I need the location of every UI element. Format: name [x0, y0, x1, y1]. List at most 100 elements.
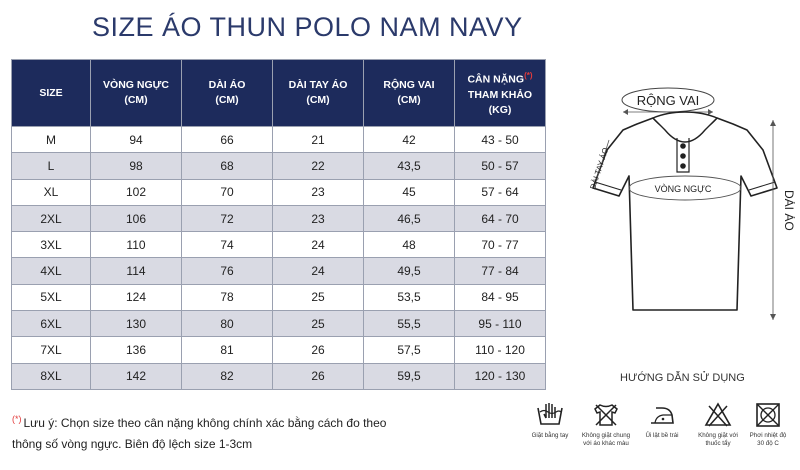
cell-chest: 110	[90, 231, 182, 259]
care-dry: Phơi nhiệt độ 30 độ C	[740, 402, 796, 447]
header-length: DÀI ÁO (CM)	[181, 59, 273, 127]
cell-size: 4XL	[11, 257, 91, 285]
cell-chest: 124	[90, 283, 182, 312]
cell-shoulder: 49,5	[363, 257, 455, 285]
cell-sleeve: 22	[272, 152, 364, 180]
care-iron: Ủi lật bề trái	[634, 402, 690, 440]
cell-size: 7XL	[11, 336, 91, 364]
cell-weight: 70 - 77	[454, 231, 546, 259]
cell-length: 78	[181, 283, 273, 312]
note-line-1: Lưu ý: Chọn size theo cân nặng không chí…	[23, 416, 387, 430]
cell-size: 3XL	[11, 231, 91, 259]
note-mark: (*)	[12, 414, 22, 424]
table-row: 6XL 130 80 25 55,5 95 - 110	[11, 310, 546, 338]
cell-shoulder: 57,5	[363, 336, 455, 364]
header-size: SIZE	[11, 59, 91, 127]
cell-shoulder: 55,5	[363, 310, 455, 338]
cell-size: L	[11, 152, 91, 180]
cell-length: 68	[181, 152, 273, 180]
header-sleeve: DÀI TAY ÁO (CM)	[272, 59, 364, 127]
cell-sleeve: 21	[272, 125, 364, 154]
chest-label: VÒNG NGỰC	[655, 184, 712, 194]
usage-guide-heading: HƯỚNG DẪN SỬ DỤNG	[620, 372, 745, 384]
cell-chest: 136	[90, 336, 182, 364]
cell-length: 74	[181, 231, 273, 259]
no-wash-with-colors-icon	[594, 404, 618, 426]
cell-shoulder: 48	[363, 231, 455, 259]
care-hand-wash: Giặt bằng tay	[522, 402, 578, 440]
no-tumble-dry-icon	[756, 403, 780, 427]
cell-chest: 114	[90, 257, 182, 285]
table-row: M 94 66 21 42 43 - 50	[11, 125, 546, 154]
cell-sleeve: 24	[272, 231, 364, 259]
cell-chest: 94	[90, 125, 182, 154]
cell-weight: 57 - 64	[454, 178, 546, 206]
cell-sleeve: 26	[272, 336, 364, 364]
cell-weight: 95 - 110	[454, 310, 546, 338]
cell-length: 66	[181, 125, 273, 154]
cell-weight: 84 - 95	[454, 283, 546, 312]
cell-weight: 64 - 70	[454, 204, 546, 233]
cell-sleeve: 25	[272, 283, 364, 312]
cell-chest: 98	[90, 152, 182, 180]
page-title: SIZE ÁO THUN POLO NAM NAVY	[92, 12, 523, 42]
table-row: L 98 68 22 43,5 50 - 57	[11, 152, 546, 180]
iron-low-icon	[651, 407, 674, 424]
header-shoulder: RỘNG VAI (CM)	[363, 59, 455, 127]
table-row: 4XL 114 76 24 49,5 77 - 84	[11, 257, 546, 285]
cell-weight: 50 - 57	[454, 152, 546, 180]
chest-measure-oval	[628, 175, 742, 201]
table-body: M 94 66 21 42 43 - 50 L 98 68 22 43,5 50 - 57 XL 102 7…	[11, 125, 546, 390]
cell-weight: 43 - 50	[454, 125, 546, 154]
cell-chest: 130	[90, 310, 182, 338]
button-3	[680, 163, 686, 169]
cell-chest: 102	[90, 178, 182, 206]
table-row: XL 102 70 23 45 57 - 64	[11, 178, 546, 206]
cell-shoulder: 45	[363, 178, 455, 206]
cell-sleeve: 24	[272, 257, 364, 285]
table-header-row: SIZE VÒNG NGỰC (CM) DÀI ÁO (CM) DÀI TAY ÁO…	[11, 59, 546, 127]
cell-size: 6XL	[11, 310, 91, 338]
cell-size: 5XL	[11, 283, 91, 312]
cell-chest: 142	[90, 362, 182, 390]
hand-wash-icon	[537, 403, 563, 425]
care-no-bleach: Không giặt với thuốc tẩy	[690, 402, 746, 447]
cell-shoulder: 42	[363, 125, 455, 154]
size-table: SIZE VÒNG NGỰC (CM) DÀI ÁO (CM) DÀI TAY ÁO…	[11, 59, 546, 390]
cell-sleeve: 23	[272, 178, 364, 206]
table-row: 5XL 124 78 25 53,5 84 - 95	[11, 283, 546, 312]
table-row: 2XL 106 72 23 46,5 64 - 70	[11, 204, 546, 233]
cell-weight: 120 - 130	[454, 362, 546, 390]
table-row: 8XL 142 82 26 59,5 120 - 130	[11, 362, 546, 390]
cell-sleeve: 25	[272, 310, 364, 338]
header-chest: VÒNG NGỰC (CM)	[90, 59, 182, 127]
cell-size: 2XL	[11, 204, 91, 233]
cell-shoulder: 43,5	[363, 152, 455, 180]
button-1	[680, 143, 686, 149]
size-note: (*) Lưu ý: Chọn size theo cân nặng không …	[12, 409, 392, 455]
cell-shoulder: 59,5	[363, 362, 455, 390]
note-line-2: thông số vòng ngực. Biên độ lệch size 1-…	[12, 437, 253, 451]
cell-size: M	[11, 125, 91, 154]
care-no-wash-with-colors: Không giặt chung với áo khác màu	[578, 402, 634, 447]
cell-sleeve: 23	[272, 204, 364, 233]
table-row: 3XL 110 74 24 48 70 - 77	[11, 231, 546, 259]
cell-size: XL	[11, 178, 91, 206]
cell-length: 72	[181, 204, 273, 233]
cell-length: 81	[181, 336, 273, 364]
header-weight: CÂN NẶNG(*) THAM KHẢO (KG)	[454, 59, 546, 127]
shoulder-label: RỘNG VAI	[637, 93, 700, 108]
cell-length: 76	[181, 257, 273, 285]
weight-note-mark: (*)	[524, 71, 533, 81]
cell-shoulder: 53,5	[363, 283, 455, 312]
table-row: 7XL 136 81 26 57,5 110 - 120	[11, 336, 546, 364]
length-label: DÀI ÁO	[782, 190, 795, 231]
cell-size: 8XL	[11, 362, 91, 390]
cell-length: 82	[181, 362, 273, 390]
cell-shoulder: 46,5	[363, 204, 455, 233]
polo-shirt-diagram: RỘNG VAI VÒNG NGỰC DÀI TAY ÁO DÀI ÁO	[588, 87, 795, 320]
cell-chest: 106	[90, 204, 182, 233]
no-bleach-icon	[704, 402, 732, 427]
cell-weight: 77 - 84	[454, 257, 546, 285]
cell-length: 70	[181, 178, 273, 206]
